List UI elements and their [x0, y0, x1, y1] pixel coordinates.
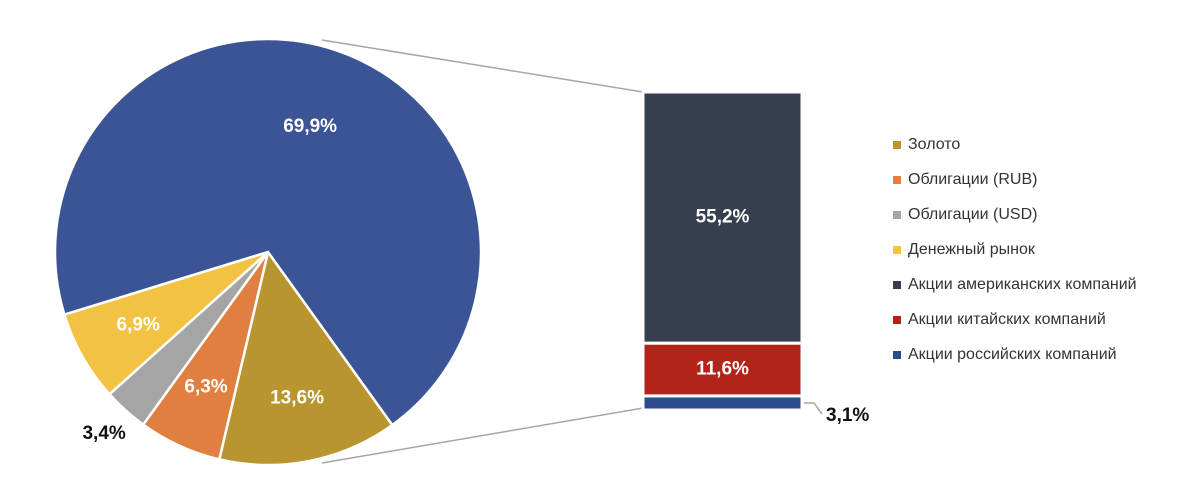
legend-marker: [893, 246, 901, 254]
data-label: 3,1%: [826, 405, 869, 426]
bar-segment: [641, 90, 804, 345]
data-label: 3,4%: [82, 423, 125, 444]
bar-segment: [641, 394, 804, 412]
data-label: 69,9%: [283, 116, 337, 137]
data-label: 6,9%: [117, 314, 160, 335]
legend-marker: [893, 316, 901, 324]
legend-label: Акции российских компаний: [908, 346, 1117, 363]
legend-label: Денежный рынок: [908, 241, 1036, 258]
data-label: 11,6%: [696, 359, 749, 380]
legend-marker: [893, 351, 901, 359]
legend-label: Облигации (USD): [908, 206, 1037, 223]
legend-marker: [893, 281, 901, 289]
connector-line: [321, 407, 644, 464]
data-label: 55,2%: [696, 207, 750, 228]
legend-marker: [893, 141, 901, 149]
pie-slice: [217, 249, 395, 467]
legend-label: Акции американских компаний: [908, 276, 1137, 293]
leader-line: [804, 402, 823, 415]
data-label: 13,6%: [270, 387, 324, 408]
legend-marker: [893, 176, 901, 184]
legend-marker: [893, 211, 901, 219]
legend-label: Облигации (RUB): [908, 171, 1037, 188]
data-label: 6,3%: [184, 377, 227, 398]
pie-slice: [53, 37, 483, 427]
legend-label: Золото: [908, 136, 960, 153]
legend-label: Акции китайских компаний: [908, 311, 1106, 328]
connector-line: [321, 39, 644, 93]
